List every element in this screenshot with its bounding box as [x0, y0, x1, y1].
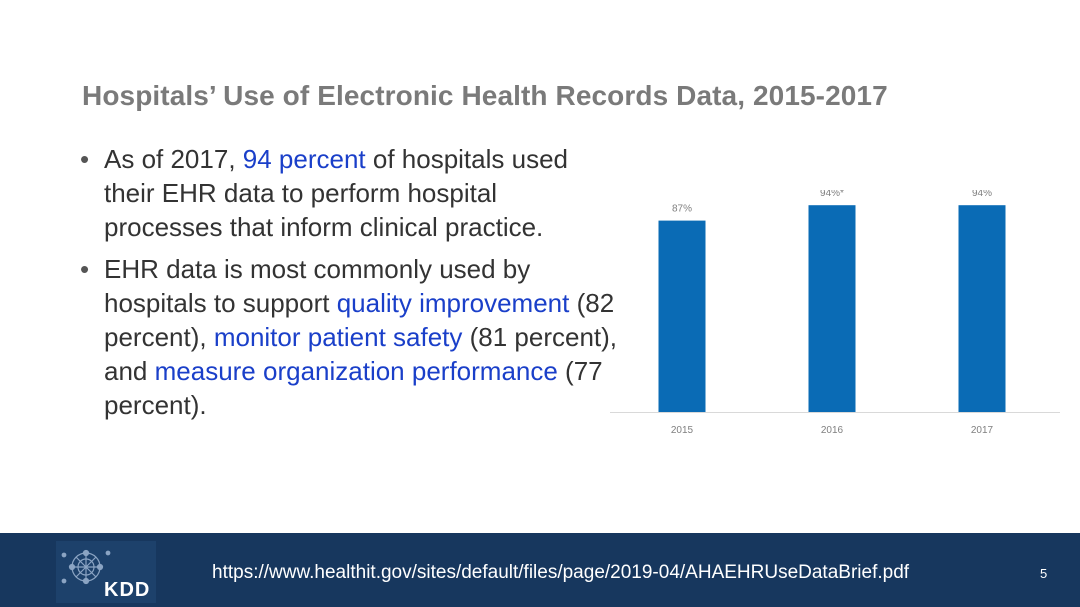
bullet-highlight: monitor patient safety — [213, 322, 463, 352]
bullet-text-segment: (82 percent), — [104, 288, 615, 352]
x-tick-label-2015: 2015 — [671, 425, 694, 436]
bullet-text-segment: (77 percent). — [104, 356, 603, 420]
data-label-2017: 94% — [972, 190, 992, 199]
x-tick-label-2017: 2017 — [971, 425, 994, 436]
bullet-dot-icon: • — [80, 254, 90, 284]
bullet-text-segment: EHR data is most commonly used by hospit… — [104, 254, 531, 318]
bullet-text-segment: of hospitals used their EHR data to perf… — [104, 144, 568, 242]
x-tick-label-2016: 2016 — [821, 425, 844, 436]
bar-chart: 87% 2015 94%* 2016 94% 2017 — [610, 190, 1060, 436]
bullet-highlight: 94 percent — [242, 144, 366, 174]
bar-2015 — [658, 220, 706, 412]
bullet-list: • As of 2017, 94 percent of hospitals us… — [80, 142, 620, 430]
data-label-2016: 94%* — [820, 190, 844, 199]
data-label-2015: 87% — [672, 204, 692, 215]
page-number: 5 — [1040, 566, 1048, 581]
slide-title: Hospitals’ Use of Electronic Health Reco… — [82, 80, 888, 111]
source-url[interactable]: https://www.healthit.gov/sites/default/f… — [212, 562, 910, 583]
footer-bar: KDD https://www.healthit.gov/sites/defau… — [0, 533, 1080, 607]
kdd-logo-icon — [56, 541, 156, 603]
bullet-dot-icon: • — [80, 144, 90, 174]
bar-2017 — [958, 205, 1006, 412]
bullet-text-segment: As of 2017, — [104, 144, 243, 174]
bullet-highlight: measure organization performance — [154, 356, 558, 386]
bullet-item: • EHR data is most commonly used by hosp… — [80, 252, 620, 422]
logo-text: KDD — [104, 579, 151, 601]
bullet-text-segment: (81 percent), and — [104, 322, 618, 386]
bullet-highlight: quality improvement — [336, 288, 570, 318]
bullet-item: • As of 2017, 94 percent of hospitals us… — [80, 142, 620, 244]
bar-2016 — [808, 205, 856, 412]
